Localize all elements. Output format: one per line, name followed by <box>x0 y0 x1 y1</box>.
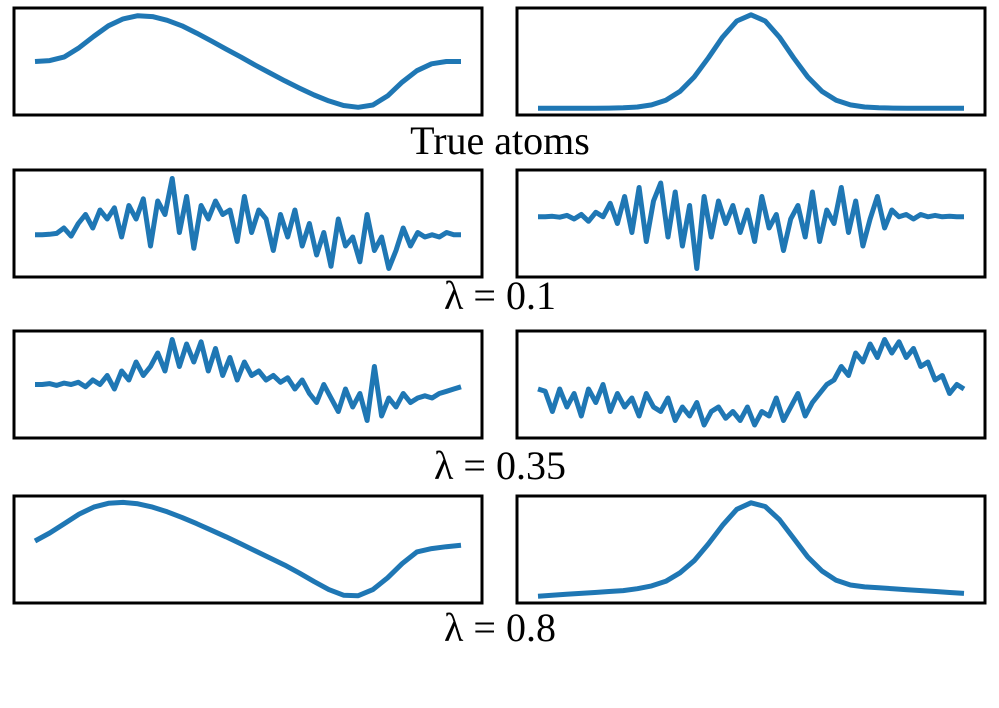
line <box>33 499 462 599</box>
caption: λ = 0.8 <box>444 605 556 650</box>
panel-frame <box>12 168 484 279</box>
line <box>35 337 462 423</box>
panel-frame <box>515 168 987 279</box>
panel-frame <box>515 6 987 117</box>
caption: True atoms <box>410 118 590 163</box>
line <box>537 500 965 599</box>
line <box>538 12 964 111</box>
line <box>35 176 461 271</box>
panel-frame <box>12 6 484 117</box>
panel-frame <box>12 494 484 605</box>
panel-frame <box>515 329 987 440</box>
caption: λ = 0.35 <box>434 443 566 488</box>
caption: λ = 0.1 <box>444 273 556 318</box>
line <box>34 13 461 110</box>
panel-frame <box>12 329 484 440</box>
line <box>538 180 964 271</box>
panel-frame <box>515 494 987 605</box>
line <box>537 337 966 428</box>
